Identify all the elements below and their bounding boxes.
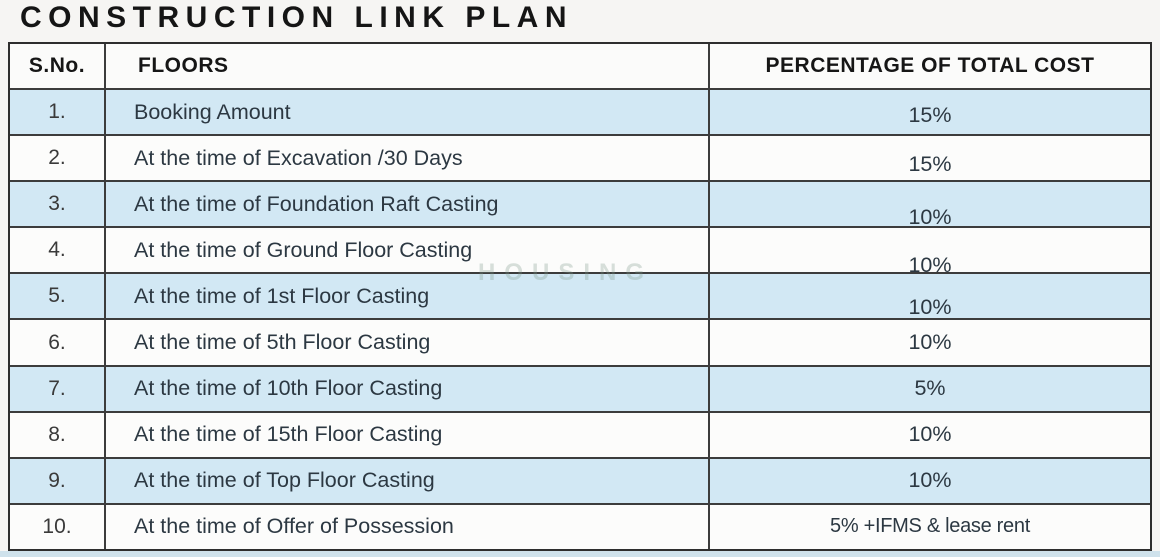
pct-value: 5% +IFMS & lease rent bbox=[830, 515, 1030, 538]
sno-value: 5. bbox=[48, 284, 66, 308]
cell-floor: At the time of Offer of Possession bbox=[106, 504, 710, 549]
table-row: 1. Booking Amount 15% bbox=[10, 90, 1150, 137]
table-row: 7. At the time of 10th Floor Casting 5% bbox=[10, 366, 1150, 413]
cell-floor: At the time of Ground Floor Casting bbox=[106, 228, 710, 273]
table-row: 4. At the time of Ground Floor Casting 1… bbox=[10, 228, 1150, 277]
table-header-row: S.No. FLOORS PERCENTAGE OF TOTAL COST bbox=[10, 44, 1150, 90]
header-cell-floors: FLOORS bbox=[106, 44, 710, 88]
page-title: CONSTRUCTION LINK PLAN bbox=[20, 1, 573, 34]
cell-pct: 15% bbox=[710, 90, 1150, 134]
cell-floor: At the time of Top Floor Casting bbox=[106, 458, 710, 503]
table-row: 10. At the time of Offer of Possession 5… bbox=[10, 504, 1150, 549]
floor-value: At the time of Ground Floor Casting bbox=[134, 237, 473, 262]
pct-value: 10% bbox=[908, 294, 952, 319]
floor-value: At the time of Foundation Raft Casting bbox=[134, 191, 499, 216]
pct-value: 10% bbox=[908, 204, 952, 229]
cell-floor: At the time of Foundation Raft Casting bbox=[106, 182, 710, 227]
floor-value: At the time of Top Floor Casting bbox=[134, 468, 435, 493]
sno-value: 10. bbox=[42, 514, 72, 538]
pct-value: 15% bbox=[908, 151, 952, 176]
cell-pct: 15% bbox=[710, 136, 1150, 180]
pct-value: 10% bbox=[908, 468, 952, 493]
cell-pct: 10% bbox=[710, 459, 1150, 503]
cell-floor: At the time of 15th Floor Casting bbox=[106, 412, 710, 457]
cell-pct: 5% bbox=[710, 367, 1150, 411]
pct-value: 10% bbox=[908, 252, 952, 277]
floor-value: At the time of 1st Floor Casting bbox=[134, 283, 430, 308]
cell-sno: 6. bbox=[10, 320, 106, 365]
bottom-edge-strip bbox=[0, 551, 1160, 557]
table-row: 9. At the time of Top Floor Casting 10% bbox=[10, 458, 1150, 505]
floor-value: At the time of Excavation /30 Days bbox=[134, 145, 463, 170]
cell-pct: 10% bbox=[710, 228, 1150, 277]
sno-value: 9. bbox=[48, 468, 66, 492]
cell-pct: 5% +IFMS & lease rent bbox=[710, 505, 1150, 549]
cell-floor: Booking Amount bbox=[106, 90, 710, 135]
table-row: 3. At the time of Foundation Raft Castin… bbox=[10, 182, 1150, 229]
cell-floor: At the time of 5th Floor Casting bbox=[106, 320, 710, 365]
cell-sno: 1. bbox=[10, 90, 106, 135]
payment-plan-table: S.No. FLOORS PERCENTAGE OF TOTAL COST 1.… bbox=[8, 42, 1152, 551]
cell-sno: 5. bbox=[10, 274, 106, 319]
sno-value: 8. bbox=[48, 422, 66, 446]
cell-sno: 9. bbox=[10, 458, 106, 503]
sno-value: 6. bbox=[48, 330, 66, 354]
cell-pct: 10% bbox=[710, 413, 1150, 457]
pct-value: 10% bbox=[908, 422, 952, 447]
sno-value: 2. bbox=[48, 146, 66, 170]
sno-value: 1. bbox=[48, 100, 66, 124]
cell-pct: 10% bbox=[710, 274, 1150, 319]
table-row: 6. At the time of 5th Floor Casting 10% bbox=[10, 320, 1150, 367]
cell-pct: 10% bbox=[710, 182, 1150, 229]
floor-value: At the time of 10th Floor Casting bbox=[134, 376, 443, 401]
floor-value: At the time of 15th Floor Casting bbox=[134, 422, 443, 447]
cell-sno: 4. bbox=[10, 228, 106, 273]
floor-value: At the time of Offer of Possession bbox=[134, 514, 454, 539]
cell-sno: 2. bbox=[10, 136, 106, 181]
pct-value: 15% bbox=[908, 102, 952, 127]
sno-value: 7. bbox=[48, 376, 66, 400]
cell-pct: 10% bbox=[710, 320, 1150, 364]
pct-value: 5% bbox=[914, 376, 946, 401]
cell-floor: At the time of Excavation /30 Days bbox=[106, 136, 710, 181]
sno-value: 3. bbox=[48, 192, 66, 216]
floor-value: Booking Amount bbox=[134, 99, 291, 124]
table-body: 1. Booking Amount 15% 2. At the time of … bbox=[10, 90, 1150, 549]
cell-sno: 8. bbox=[10, 412, 106, 457]
header-sno-label: S.No. bbox=[28, 54, 86, 77]
table-row: 2. At the time of Excavation /30 Days 15… bbox=[10, 136, 1150, 183]
cell-floor: At the time of 1st Floor Casting bbox=[106, 274, 710, 319]
cell-sno: 7. bbox=[10, 366, 106, 411]
header-percentage-label: PERCENTAGE OF TOTAL COST bbox=[765, 54, 1095, 77]
sno-value: 4. bbox=[48, 238, 66, 262]
cell-sno: 10. bbox=[10, 504, 106, 549]
table-row: 8. At the time of 15th Floor Casting 10% bbox=[10, 412, 1150, 459]
cell-sno: 3. bbox=[10, 182, 106, 227]
header-cell-sno: S.No. bbox=[10, 44, 106, 88]
header-floors-label: FLOORS bbox=[138, 54, 229, 77]
header-cell-percentage: PERCENTAGE OF TOTAL COST bbox=[710, 44, 1150, 88]
cell-floor: At the time of 10th Floor Casting bbox=[106, 366, 710, 411]
pct-value: 10% bbox=[908, 330, 952, 355]
table-row: 5. At the time of 1st Floor Casting 10% bbox=[10, 274, 1150, 321]
floor-value: At the time of 5th Floor Casting bbox=[134, 330, 431, 355]
